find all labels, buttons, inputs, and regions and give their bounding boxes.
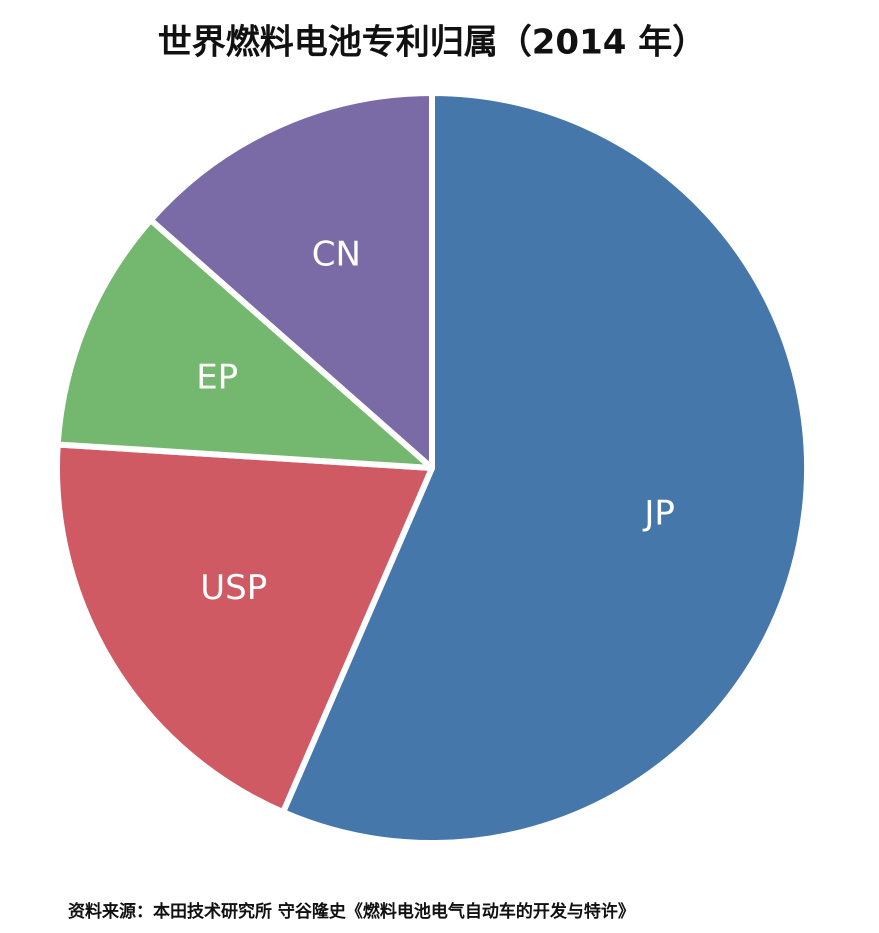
slice-label: JP (642, 494, 675, 534)
slice-label: EP (196, 358, 238, 398)
pie-slice (280, 90, 810, 846)
slice-label: CN (312, 235, 361, 275)
pie-slice (147, 90, 435, 471)
slice-label: USP (200, 568, 267, 608)
pie-slice (54, 217, 435, 471)
source-note: 资料来源：本田技术研究所 守谷隆史《燃料电池电气自动车的开发与特许》 (68, 901, 635, 922)
chart-title: 世界燃料电池专利归属（2014 年） (158, 23, 706, 63)
pie-slice (54, 441, 435, 816)
